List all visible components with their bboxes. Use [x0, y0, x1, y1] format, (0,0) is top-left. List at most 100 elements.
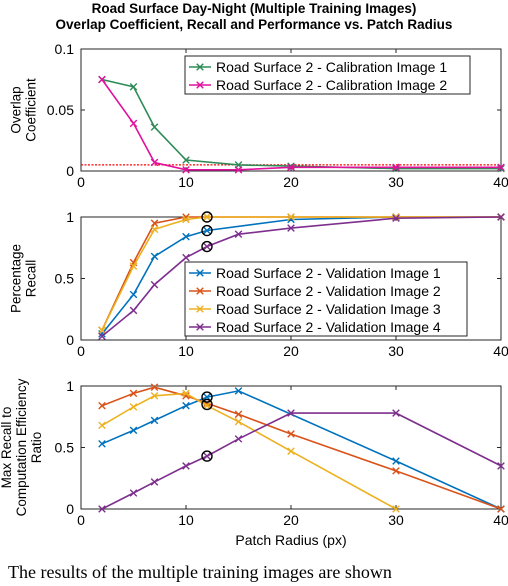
data-point	[203, 213, 211, 221]
x-tick-label: 20	[283, 512, 299, 528]
highlight-circle	[201, 391, 213, 403]
y-tick-label: 0	[66, 332, 74, 348]
marker-stroke	[129, 83, 138, 91]
marker-stroke	[182, 213, 190, 221]
legend: Road Surface 2 - Calibration Image 1 Road…	[184, 55, 471, 95]
marker-stroke	[392, 457, 400, 465]
data-point	[234, 417, 243, 426]
y-axis-label: Recall	[24, 260, 39, 298]
highlight-circle	[201, 211, 213, 223]
data-point	[129, 262, 138, 270]
data-point	[497, 462, 505, 470]
data-point	[392, 467, 400, 475]
y-tick-label: 0.1	[55, 41, 75, 57]
marker-stroke	[150, 392, 159, 400]
data-point	[129, 426, 138, 435]
marker-stroke	[497, 213, 505, 221]
series-line	[101, 79, 501, 171]
marker-stroke	[150, 280, 159, 289]
x-tick-label: 40	[493, 174, 508, 190]
marker-stroke	[182, 462, 190, 470]
x-tick-label: 10	[178, 343, 194, 359]
data-point	[150, 123, 159, 131]
x-tick-label: 0	[77, 512, 85, 528]
marker-stroke	[98, 401, 106, 410]
x-tick-label: 30	[388, 343, 404, 359]
marker-stroke	[287, 430, 295, 438]
marker-stroke	[497, 462, 505, 470]
data-point	[234, 410, 243, 419]
series-4	[98, 409, 505, 513]
y-axis-label: Max Recall to	[0, 407, 14, 489]
data-point	[98, 75, 106, 84]
marker-stroke	[234, 387, 243, 395]
data-point	[234, 435, 243, 443]
x-tick-label: 10	[178, 174, 194, 190]
legend-box	[184, 261, 468, 337]
marker-stroke	[98, 505, 106, 513]
marker-stroke	[287, 447, 295, 455]
y-tick-label: 0.05	[47, 102, 74, 118]
marker-stroke	[287, 162, 295, 170]
legend-label: Road Surface 2 - Validation Image 4	[216, 319, 441, 335]
data-point	[98, 326, 106, 334]
series-line	[101, 392, 397, 510]
marker-stroke	[196, 269, 204, 277]
legend-marker	[196, 323, 204, 331]
marker-stroke	[196, 81, 204, 89]
data-point	[98, 421, 106, 430]
marker-stroke	[129, 426, 138, 435]
marker-stroke	[203, 213, 211, 221]
marker-stroke	[196, 323, 204, 331]
legend-label: Road Surface 2 - Calibration Image 2	[216, 77, 447, 93]
marker-stroke	[129, 489, 138, 497]
marker-stroke	[392, 214, 400, 223]
marker-stroke	[129, 306, 138, 315]
marker-stroke	[150, 252, 159, 261]
data-point	[287, 213, 295, 221]
marker-stroke	[182, 392, 190, 400]
marker-stroke	[234, 230, 243, 239]
y-tick-label: 0	[66, 163, 74, 179]
marker-stroke	[129, 262, 138, 270]
legend: Road Surface 2 - Validation Image 1 Road …	[184, 261, 468, 337]
marker-stroke	[150, 225, 159, 234]
data-point	[287, 430, 295, 438]
data-point	[497, 163, 505, 172]
marker-stroke	[203, 226, 211, 235]
highlight-circle	[201, 450, 213, 462]
y-axis-label: Ratio	[29, 432, 44, 464]
marker-stroke	[150, 158, 159, 167]
marker-stroke	[392, 164, 400, 173]
chart-panel-1: 0 10 20 30 40 0 0.05 0.1 Overlap Coefficient Road …	[9, 41, 508, 190]
data-point	[129, 119, 138, 128]
data-point	[150, 225, 159, 234]
data-point	[150, 158, 159, 167]
data-point	[234, 165, 243, 174]
marker-stroke	[234, 165, 243, 174]
marker-stroke	[196, 287, 204, 295]
data-point	[234, 387, 243, 395]
data-point	[392, 164, 400, 173]
chart-title-line-2: Overlap Coefficient, Recall and Performa…	[55, 17, 453, 32]
data-point	[392, 214, 400, 223]
data-point	[392, 505, 400, 513]
marker-stroke	[182, 389, 190, 398]
data-point	[98, 401, 106, 410]
data-point	[182, 389, 190, 398]
legend-label: Road Surface 2 - Validation Image 1	[216, 265, 441, 281]
data-point	[392, 163, 400, 172]
series-3	[98, 389, 400, 513]
marker-stroke	[203, 242, 211, 251]
chart-panel-2: 0 10 20 30 40 0 0.5 1 Percentage Recall Road Surfa…	[9, 209, 508, 359]
data-point	[129, 83, 138, 91]
series-line	[101, 78, 501, 170]
x-tick-label: 40	[493, 512, 508, 528]
y-axis-label: Overlap	[9, 86, 24, 133]
legend-label: Road Surface 2 - Validation Image 3	[216, 301, 441, 317]
marker-stroke	[182, 232, 190, 241]
marker-stroke	[234, 417, 243, 426]
data-point	[287, 409, 295, 417]
marker-stroke	[129, 290, 138, 299]
